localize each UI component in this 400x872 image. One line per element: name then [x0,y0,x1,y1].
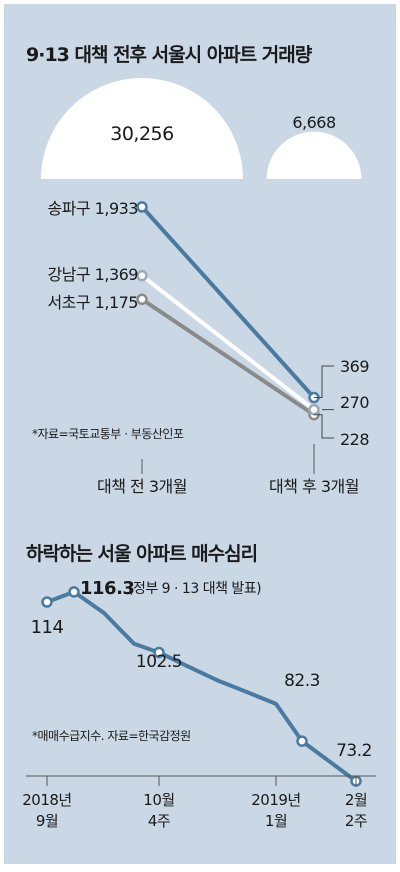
series-label-end-1: 270 [340,393,369,412]
series-label-start-1: 강남구 1,369 [47,265,138,284]
series-line-1 [140,273,316,412]
x-tick-label-line2-3: 2주 [345,812,367,830]
index-point-9 [296,735,308,747]
series-label-start-0: 송파구 1,933 [47,199,138,218]
x-tick-label-line1-2: 2019년 [251,791,300,809]
series-label-end-2: 228 [340,430,369,449]
series-line-2 [140,297,316,417]
x-tick-label-line2-1: 4주 [148,812,170,830]
series-point-2-0 [136,293,148,306]
series-label-end-0: 369 [340,357,369,376]
x-tick-label-line1-0: 2018년 [22,791,71,809]
series-point-1-1 [308,403,320,416]
index-label-4: 102.5 [136,652,182,672]
chart2-source: *매매수급지수. 자료=한국감정원 [32,729,191,743]
series-line-0 [140,204,316,400]
index-label-0: 114 [31,617,64,638]
index-label-1: 116.3 [80,578,134,599]
index-point-1 [68,586,80,598]
series-point-0-0 [136,201,148,213]
index-label-10: 73.2 [336,741,372,761]
total-label-before: 30,256 [110,123,173,145]
total-label-after: 6,668 [292,113,336,132]
infographic: 9·13 대책 전후 서울시 아파트 거래량 하락하는 서울 아파트 매수심리 … [4,4,396,864]
chart1-title: 9·13 대책 전후 서울시 아파트 거래량 [26,44,312,66]
chart-canvas: 30,256 6,668 송파구 1,933 강남구 1,369 서초구 1,175 36… [22,78,376,830]
index-point-4 [153,646,165,659]
index-label-9: 82.3 [284,671,320,691]
x-tick-label-line2-2: 1월 [265,812,287,830]
index-point-0 [41,596,53,608]
total-dome-after [266,131,362,179]
x-tick-label-line1-3: 2월 [345,791,367,809]
x-label-after: 대책 후 3개월 [269,477,359,496]
index-line [45,589,358,784]
chart2-title: 하락하는 서울 아파트 매수심리 [26,543,258,565]
x-tick-label-line2-0: 9월 [36,812,58,830]
leader-line-0 [314,365,334,399]
series-point-1-0 [136,269,148,282]
chart1-source: *자료=국토교통부 · 부동산인포 [32,427,184,441]
total-dome-before [41,78,243,179]
x-tick-label-line1-1: 10월 [143,791,174,809]
series-label-start-2: 서초구 1,175 [47,293,138,312]
x-label-before: 대책 전 3개월 [97,477,187,496]
leader-line-2 [314,414,334,439]
policy-annotation: (정부 9 · 13 대책 발표) [128,581,261,597]
